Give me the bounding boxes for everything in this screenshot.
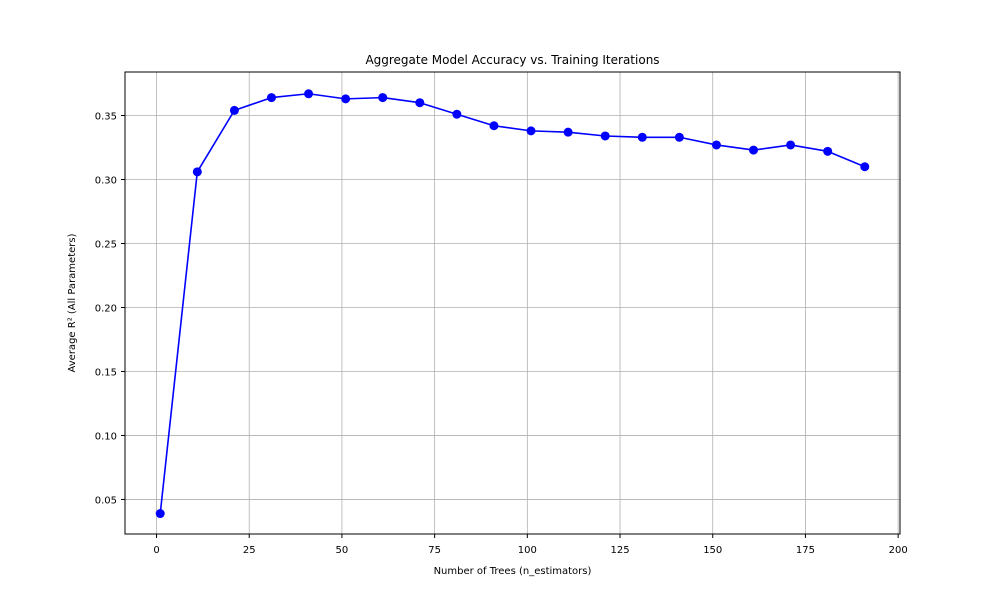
- y-tick-label: 0.10: [95, 431, 117, 442]
- data-point: [192, 167, 202, 177]
- grid-layer: [125, 72, 900, 534]
- x-tick-label: 175: [796, 545, 815, 556]
- y-tick-label: 0.15: [95, 367, 117, 378]
- y-tick-label: 0.35: [95, 112, 117, 123]
- data-point: [415, 98, 425, 108]
- x-tick-label: 0: [153, 545, 159, 556]
- series-layer: [155, 89, 870, 519]
- y-tick-label: 0.05: [95, 495, 117, 506]
- tick-layer: 0 25 50 75 100 125 150 175 200 0.05 0.10 0.15 0.20 0.…: [95, 112, 908, 556]
- data-point: [155, 509, 165, 519]
- data-point: [786, 140, 796, 150]
- data-point: [489, 121, 499, 131]
- y-tick-label: 0.30: [95, 176, 117, 187]
- x-tick-label: 50: [336, 545, 349, 556]
- data-point: [637, 132, 647, 142]
- data-point: [823, 146, 833, 156]
- data-point: [860, 162, 870, 172]
- data-point: [378, 93, 388, 103]
- plot-area-frame: [124, 71, 901, 535]
- x-tick-label: 150: [703, 545, 722, 556]
- data-point: [674, 132, 684, 142]
- data-point: [526, 126, 536, 136]
- data-point: [266, 93, 276, 103]
- x-axis-label: Number of Trees (n_estimators): [434, 566, 592, 577]
- data-point: [711, 140, 721, 150]
- x-tick-label: 75: [428, 545, 441, 556]
- x-tick-label: 25: [243, 545, 256, 556]
- data-point: [749, 145, 759, 155]
- x-tick-label: 200: [889, 545, 908, 556]
- data-point: [341, 94, 351, 104]
- x-tick-label: 125: [610, 545, 629, 556]
- data-point: [229, 105, 239, 115]
- chart-title: Aggregate Model Accuracy vs. Training It…: [365, 53, 659, 67]
- data-point: [600, 131, 610, 141]
- data-point: [563, 127, 573, 137]
- x-tick-label: 100: [518, 545, 537, 556]
- data-point: [304, 89, 314, 99]
- y-tick-label: 0.20: [95, 303, 117, 314]
- y-tick-label: 0.25: [95, 239, 117, 250]
- data-point: [452, 109, 462, 119]
- y-axis-label: Average R² (All Parameters): [67, 233, 78, 372]
- series-line: [159, 92, 866, 514]
